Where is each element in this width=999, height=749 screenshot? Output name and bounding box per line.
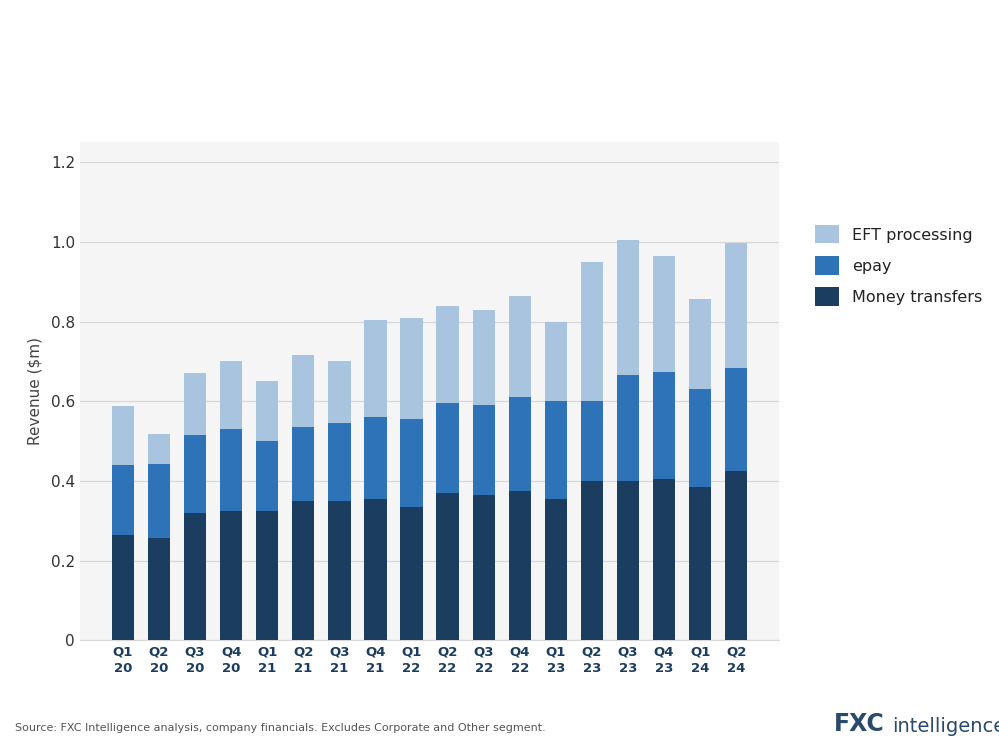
Bar (689, 299, 711, 389)
Text: Euronet quarterly revenue by segment, 2020-2024: Euronet quarterly revenue by segment, 20… (18, 82, 479, 100)
Bar (689, 389, 711, 487)
Bar (365, 320, 387, 417)
Bar (508, 397, 530, 491)
Bar (329, 501, 351, 640)
Bar (292, 501, 315, 640)
Bar (653, 256, 675, 372)
Bar (725, 471, 747, 640)
Bar (580, 481, 603, 640)
Bar (148, 434, 170, 464)
Bar (437, 493, 459, 640)
Bar (544, 499, 567, 640)
Bar (220, 511, 243, 640)
Bar (184, 435, 206, 513)
Text: FXC: FXC (834, 712, 885, 736)
Bar (148, 464, 170, 538)
Bar (437, 403, 459, 493)
Bar (401, 419, 423, 507)
Bar (112, 406, 134, 465)
Bar (184, 374, 206, 435)
Bar (544, 321, 567, 401)
Bar (256, 511, 279, 640)
Y-axis label: Revenue ($m): Revenue ($m) (28, 337, 43, 446)
Bar (401, 318, 423, 419)
Bar (616, 375, 639, 481)
Bar (473, 309, 495, 405)
Bar (292, 427, 315, 501)
Bar (653, 479, 675, 640)
Bar (220, 362, 243, 429)
Bar (329, 423, 351, 501)
Bar (580, 262, 603, 401)
Bar (365, 417, 387, 499)
Bar (256, 441, 279, 511)
Legend: EFT processing, epay, Money transfers: EFT processing, epay, Money transfers (815, 225, 982, 306)
Bar (256, 381, 279, 441)
Bar (508, 296, 530, 397)
Text: intelligence: intelligence (892, 717, 999, 736)
Text: Source: FXC Intelligence analysis, company financials. Excludes Corporate and Ot: Source: FXC Intelligence analysis, compa… (15, 723, 545, 733)
Bar (616, 481, 639, 640)
Bar (148, 538, 170, 640)
Bar (437, 306, 459, 403)
Bar (473, 495, 495, 640)
Bar (401, 507, 423, 640)
Text: Ria and Xe (money transfers) remain key to Euronet’s revenue mix: Ria and Xe (money transfers) remain key … (18, 21, 999, 49)
Bar (544, 401, 567, 499)
Bar (329, 362, 351, 423)
Bar (473, 405, 495, 495)
Bar (292, 356, 315, 427)
Bar (508, 491, 530, 640)
Bar (616, 240, 639, 375)
Bar (725, 243, 747, 369)
Bar (725, 369, 747, 471)
Bar (653, 372, 675, 479)
Bar (365, 499, 387, 640)
Bar (580, 401, 603, 481)
Bar (112, 465, 134, 535)
Bar (689, 487, 711, 640)
Bar (184, 513, 206, 640)
Bar (220, 429, 243, 511)
Bar (112, 535, 134, 640)
